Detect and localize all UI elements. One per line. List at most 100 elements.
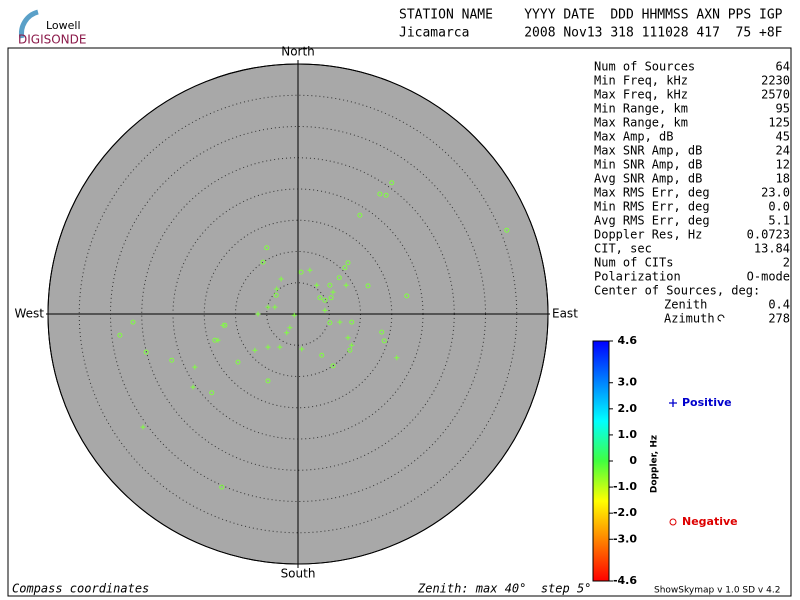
source-positive <box>277 344 283 350</box>
footer-right: ShowSkymap v 1.0 SD v 4.2 <box>654 586 780 596</box>
frame <box>7 47 792 597</box>
source-negative <box>265 378 271 384</box>
source-positive <box>291 312 297 318</box>
source-negative <box>336 275 342 281</box>
colorbar-label: Doppler, Hz <box>650 435 660 493</box>
stat-label: Min RMS Err, deg <box>594 200 710 214</box>
stat-value: 2 <box>783 256 790 270</box>
stat-label: Num of CITs <box>594 256 673 270</box>
source-negative <box>117 332 123 338</box>
colorbar-tick-label: 3.0 <box>618 376 638 389</box>
footer-left: Compass coordinates <box>12 582 149 596</box>
source-negative <box>328 295 334 301</box>
source-negative <box>143 349 149 355</box>
stat-value: 64 <box>776 60 790 74</box>
direction-west: West <box>14 307 44 321</box>
source-negative <box>212 337 218 343</box>
source-negative <box>273 292 279 298</box>
source-positive <box>192 364 198 370</box>
stat-label: Min SNR Amp, dB <box>594 158 702 172</box>
stat-value: 2570 <box>761 88 790 102</box>
source-negative <box>365 283 371 289</box>
logo-bottom: DIGISONDE <box>18 33 86 47</box>
stat-value: 5.1 <box>768 214 790 228</box>
source-positive <box>307 267 313 273</box>
source-negative <box>222 322 228 328</box>
direction-east: East <box>552 307 578 321</box>
stat-value: 24 <box>776 144 790 158</box>
logo-arc <box>19 9 39 39</box>
source-negative <box>130 319 136 325</box>
source-negative <box>377 191 383 197</box>
stat-label: Max Range, km <box>594 116 688 130</box>
source-positive <box>272 304 278 310</box>
source-negative <box>404 293 410 299</box>
direction-south: South <box>281 567 316 581</box>
colorbar-tick-label: -3.0 <box>613 532 637 545</box>
colorbar-tick-label: 0 <box>629 454 637 467</box>
source-positive <box>337 319 343 325</box>
source-positive <box>215 337 221 343</box>
source-negative <box>381 338 387 344</box>
source-negative <box>504 227 510 233</box>
logo-top: Lowell <box>46 19 81 32</box>
colorbar-tick-label: 2.0 <box>618 402 638 415</box>
source-negative <box>322 297 328 303</box>
source-positive <box>284 330 290 336</box>
center-zenith-label: Zenith <box>664 298 707 312</box>
source-positive <box>314 282 320 288</box>
source-negative <box>298 269 304 275</box>
stat-value: 45 <box>776 130 790 144</box>
source-positive <box>299 346 305 352</box>
stat-value: 0.0723 <box>747 228 790 242</box>
source-positive <box>322 307 328 313</box>
source-negative <box>389 180 395 186</box>
source-positive <box>140 424 146 430</box>
stat-value: 2230 <box>761 74 790 88</box>
source-positive <box>274 286 280 292</box>
header-line1: STATION NAME YYYY DATE DDD HHMMSS AXN PP… <box>399 8 783 23</box>
legend-marker <box>669 399 677 407</box>
source-negative <box>319 352 325 358</box>
stat-value: 13.84 <box>754 242 790 256</box>
source-negative <box>349 319 355 325</box>
stat-label: Max Amp, dB <box>594 130 673 144</box>
stat-label: Min Freq, kHz <box>594 74 688 88</box>
source-positive <box>345 335 351 341</box>
stat-value: 12 <box>776 158 790 172</box>
stat-label: Num of Sources <box>594 60 695 74</box>
colorbar <box>592 340 610 582</box>
center-zenith: 0.4 <box>768 298 790 312</box>
source-positive <box>349 342 355 348</box>
source-positive <box>278 276 284 282</box>
stat-label: Max Freq, kHz <box>594 88 688 102</box>
source-positive <box>265 344 271 350</box>
source-positive <box>394 355 400 361</box>
stat-value: 125 <box>768 116 790 130</box>
source-negative <box>330 363 336 369</box>
source-negative <box>327 320 333 326</box>
source-positive <box>190 384 196 390</box>
stat-label: Polarization <box>594 270 681 284</box>
colorbar-tick-label: 4.6 <box>618 334 638 347</box>
source-positive <box>252 347 258 353</box>
source-negative <box>219 484 225 490</box>
stat-label: Min Range, km <box>594 102 688 116</box>
source-negative <box>327 282 333 288</box>
stat-label: Max SNR Amp, dB <box>594 144 702 158</box>
stat-label: Max RMS Err, deg <box>594 186 710 200</box>
stat-value: 18 <box>776 172 790 186</box>
source-negative <box>264 245 270 251</box>
source-negative <box>260 259 266 265</box>
source-positive <box>255 311 261 317</box>
legend-label: Positive <box>682 396 732 409</box>
stat-value: O-mode <box>747 270 790 284</box>
stat-label: Avg SNR Amp, dB <box>594 172 702 186</box>
stat-label: CIT, sec <box>594 242 652 256</box>
colorbar-tick-label: -1.0 <box>613 480 637 493</box>
source-negative <box>209 390 215 396</box>
source-negative <box>317 295 323 301</box>
center-azimuth: 278 <box>768 312 790 326</box>
header-line2: Jicamarca 2008 Nov13 318 111028 417 75 +… <box>399 26 783 41</box>
